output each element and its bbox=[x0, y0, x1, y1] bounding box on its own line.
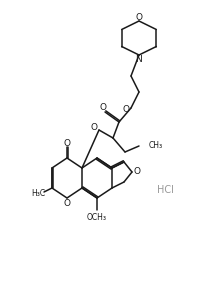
Text: O: O bbox=[64, 198, 71, 207]
Text: OCH₃: OCH₃ bbox=[87, 212, 107, 221]
Text: CH₃: CH₃ bbox=[149, 142, 163, 150]
Text: HCl: HCl bbox=[157, 185, 173, 195]
Text: O: O bbox=[64, 139, 71, 148]
Text: N: N bbox=[136, 55, 142, 64]
Text: H₃C: H₃C bbox=[31, 189, 45, 198]
Text: O: O bbox=[135, 13, 142, 21]
Text: O: O bbox=[91, 123, 98, 133]
Text: O: O bbox=[123, 105, 130, 114]
Text: O: O bbox=[99, 103, 106, 113]
Text: O: O bbox=[134, 167, 141, 176]
